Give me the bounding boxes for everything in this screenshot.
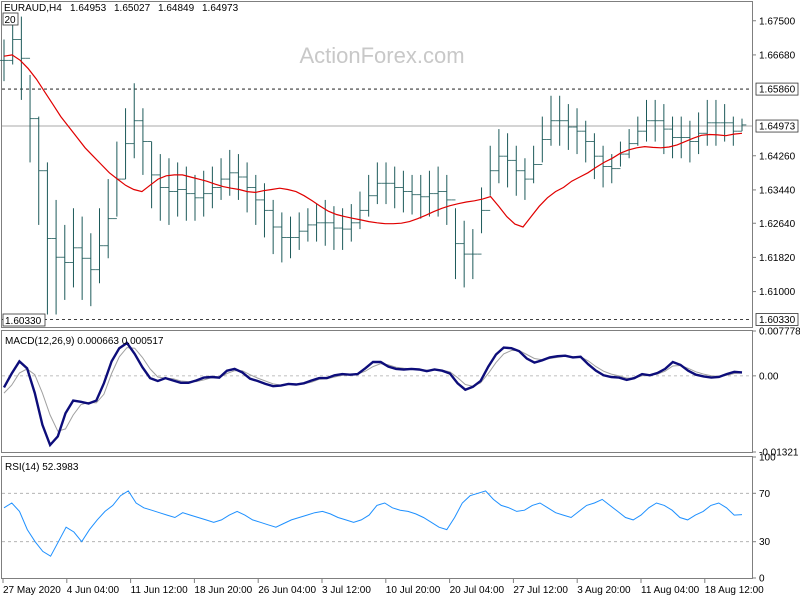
price-axis-box [755,119,799,133]
macd-title: MACD(12,26,9) 0.000663 0.000517 [5,336,164,347]
period-box-label: 20 [5,15,17,26]
macd-panel-frame [1,330,753,453]
macd-axis-label: 0.00 [759,371,779,382]
header-close: 1.64973 [202,3,239,14]
price-layer [0,14,752,320]
price-axis-label: 1.63440 [759,185,796,196]
time-axis-label: 27 May 2020 [3,585,61,596]
time-axis-label: 3 Jul 12:00 [322,585,371,596]
low-box-label: 1.60330 [5,316,42,327]
rsi-title: RSI(14) 52.3983 [5,462,79,473]
rsi-axis-label: 30 [759,537,771,548]
time-axis-label: 20 Jul 04:00 [450,585,505,596]
header-open: 1.64953 [70,3,107,14]
time-axis-label: 11 Aug 04:00 [641,585,700,596]
time-axis-label: 4 Jun 04:00 [67,585,120,596]
price-axis-label: 1.60330 [759,315,796,326]
header-high: 1.65027 [114,3,151,14]
rsi-axis-label: 100 [759,453,776,464]
price-axis-box [755,82,799,96]
price-axis-label: 1.62640 [759,219,796,230]
time-axis-label: 3 Aug 20:00 [577,585,631,596]
macd-axis-label: 0.007778 [759,327,800,338]
macd-axis-label: -0.01321 [759,448,799,459]
time-axis-label: 18 Jun 20:00 [194,585,252,596]
rsi-layer [2,490,752,557]
header-symbol: EURAUD,H4 [4,3,62,14]
price-axis-box [755,313,799,326]
axis-layer: 1.67500 1.66680 1.65860 1.64973 1.64260 1.634… [2,16,800,596]
price-axis-label: 1.65860 [759,85,796,96]
macd-line [2,341,743,448]
moving-average-line [3,54,743,228]
price-axis-label: 1.64260 [759,151,796,162]
price-axis-label: 1.61000 [759,287,796,298]
price-axis-label: 1.64973 [759,122,796,133]
low-box [2,313,46,327]
macd-signal-line [3,347,743,432]
period-box [2,12,19,26]
time-axis-label: 10 Jul 20:00 [386,585,441,596]
rsi-axis-label: 0 [759,574,765,585]
header-low: 1.64849 [158,3,195,14]
price-panel-frame [1,1,753,328]
time-axis-label: 26 Jun 04:00 [258,585,316,596]
price-axis-label: 1.61820 [759,253,796,264]
watermark: ActionForex.com [299,43,464,68]
rsi-line [3,490,743,557]
time-axis-label: 18 Aug 12:00 [705,585,764,596]
macd-layer [2,341,752,448]
price-axis-label: 1.67500 [759,16,796,27]
price-axis-label: 1.66680 [759,50,796,61]
time-axis-label: 11 Jun 12:00 [131,585,189,596]
rsi-panel-frame [1,456,753,579]
time-axis-label: 27 Jul 12:00 [513,585,568,596]
rsi-axis-label: 70 [759,489,771,500]
